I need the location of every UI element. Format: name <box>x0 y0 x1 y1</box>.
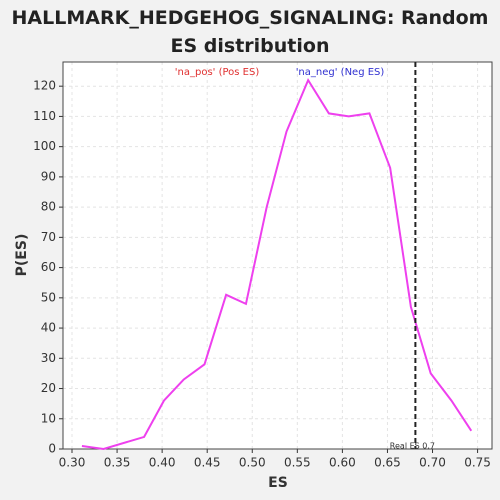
y-tick-label: 110 <box>33 109 56 123</box>
x-tick-label: 0.40 <box>149 456 176 470</box>
plot-border <box>62 61 493 450</box>
x-tick-label: 0.60 <box>329 456 356 470</box>
plot-area <box>63 62 492 449</box>
chart-title: HALLMARK_HEDGEHOG_SIGNALING: Random ES d… <box>11 7 489 57</box>
annotation: 'na_pos' (Pos ES) <box>175 67 260 78</box>
real-es-label: Real ES 0.7 <box>390 442 435 451</box>
y-tick-label: 120 <box>33 79 56 93</box>
x-tick-label: 0.65 <box>374 456 401 470</box>
x-axis-label: ES <box>268 475 288 491</box>
series-line <box>81 77 473 451</box>
y-tick-label: 70 <box>41 230 56 244</box>
x-tick-label: 0.45 <box>194 456 221 470</box>
y-tick-label: 10 <box>41 411 56 425</box>
y-tick-label: 80 <box>41 200 56 214</box>
x-tick-label: 0.55 <box>284 456 311 470</box>
x-tick-label: 0.30 <box>59 456 86 470</box>
y-tick-label: 0 <box>48 442 56 456</box>
x-tick-label: 0.35 <box>104 456 131 470</box>
x-tick-label: 0.50 <box>239 456 266 470</box>
y-tick-label: 40 <box>41 321 56 335</box>
y-tick-label: 50 <box>41 290 56 304</box>
annotation: 'na_neg' (Neg ES) <box>296 67 385 78</box>
y-tick-label: 100 <box>33 139 56 153</box>
y-tick-label: 30 <box>41 351 56 365</box>
y-tick-label: 60 <box>41 260 56 274</box>
x-tick-label: 0.70 <box>419 456 446 470</box>
y-tick-label: 20 <box>41 381 56 395</box>
y-tick-label: 90 <box>41 169 56 183</box>
y-axis-label: P(ES) <box>14 234 30 277</box>
x-tick-label: 0.75 <box>464 456 491 470</box>
